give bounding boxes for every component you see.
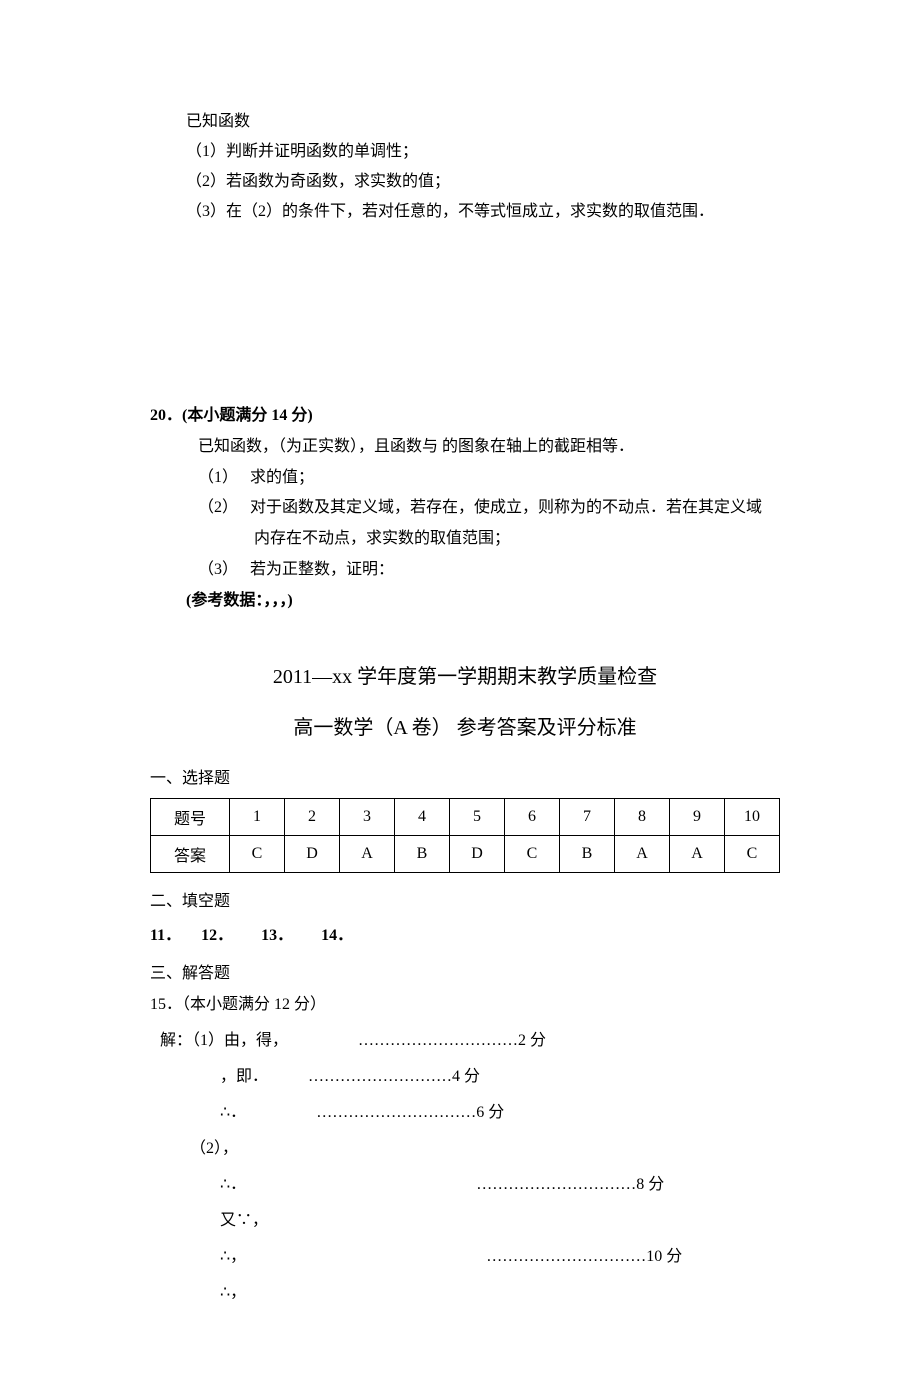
th-row-label: 题号	[151, 798, 230, 835]
fill-11: 11．	[150, 927, 181, 944]
fill-14: 14．	[321, 927, 353, 944]
sol15-l3-text: ∴．	[220, 1101, 246, 1125]
solution-15: 15．（本小题满分 12 分） 解：（1）由，得， …………………………2 分 …	[150, 993, 780, 1305]
th-num: 9	[670, 798, 725, 835]
answer-title-1: 2011—xx 学年度第一学期期末教学质量检查	[150, 660, 780, 689]
th-num: 2	[285, 798, 340, 835]
q20-part3: （3） 若为正整数，证明：	[150, 558, 780, 583]
q20-part2b: 内存在不动点，求实数的取值范围；	[150, 527, 780, 552]
th-num: 3	[340, 798, 395, 835]
td-ans: A	[670, 835, 725, 872]
td-ans: C	[505, 835, 560, 872]
sol15-line7: ∴， …………………………10 分	[150, 1245, 780, 1269]
sol15-l6-text: 又∵，	[220, 1209, 268, 1233]
spacer	[246, 1101, 316, 1125]
sol15-l7-text: ∴，	[220, 1245, 246, 1269]
q20-part1-num: （1）	[198, 469, 238, 486]
sol15-line6: 又∵，	[150, 1209, 780, 1233]
sol15-l3-score: …………………………6 分	[316, 1101, 504, 1125]
td-ans: C	[725, 835, 780, 872]
sol15-l1-text: 解：（1）由，得，	[160, 1029, 288, 1053]
th-num: 4	[395, 798, 450, 835]
fill-blank-row: 11． 12． 13． 14．	[150, 921, 780, 945]
section-1-heading: 一、选择题	[150, 764, 780, 788]
answer-table: 题号 1 2 3 4 5 6 7 8 9 10 答案 C D A B D C B…	[150, 798, 780, 873]
q20-part3-body: 若为正整数，证明：	[250, 561, 394, 578]
th-row-label: 答案	[151, 835, 230, 872]
sol15-l2-text: ，即．	[220, 1065, 268, 1089]
q20-part2-body-a: 对于函数及其定义域，若存在，使成立，则称为的不动点．若在其定义域	[250, 499, 762, 516]
section-3-heading: 三、解答题	[150, 959, 780, 983]
question-19: 已知函数 （1）判断并证明函数的单调性； （2）若函数为奇函数，求实数的值； （…	[150, 110, 780, 224]
sol15-line2: ，即． ………………………4 分	[150, 1065, 780, 1089]
sol15-l1-score: …………………………2 分	[358, 1029, 546, 1053]
th-num: 10	[725, 798, 780, 835]
sol15-l8-text: ∴，	[220, 1281, 246, 1305]
q20-part1-body: 求的值；	[250, 469, 314, 486]
sol15-head: 15．（本小题满分 12 分）	[150, 993, 780, 1017]
q20-part1: （1） 求的值；	[150, 466, 780, 491]
td-ans: C	[230, 835, 285, 872]
td-ans: D	[285, 835, 340, 872]
sol15-l4-text: （2），	[190, 1137, 238, 1161]
spacer	[288, 1029, 358, 1053]
sol15-line1: 解：（1）由，得， …………………………2 分	[150, 1029, 780, 1053]
th-num: 7	[560, 798, 615, 835]
td-ans: D	[450, 835, 505, 872]
sol15-line3: ∴． …………………………6 分	[150, 1101, 780, 1125]
table-row: 题号 1 2 3 4 5 6 7 8 9 10	[151, 798, 780, 835]
q19-intro: 已知函数	[150, 110, 780, 134]
answer-title-2: 高一数学（A 卷） 参考答案及评分标准	[150, 711, 780, 740]
q20-part2-num: （2）	[198, 499, 238, 516]
spacer	[246, 1245, 486, 1269]
sol15-line5: ∴． …………………………8 分	[150, 1173, 780, 1197]
q19-part2: （2）若函数为奇函数，求实数的值；	[150, 170, 780, 194]
th-num: 5	[450, 798, 505, 835]
q20-number: 20．	[150, 407, 182, 424]
q20-heading: 20．(本小题满分 14 分)	[150, 404, 780, 429]
fill-13: 13．	[261, 927, 293, 944]
fill-12: 12．	[201, 927, 233, 944]
q20-part2a: （2） 对于函数及其定义域，若存在，使成立，则称为的不动点．若在其定义域	[150, 496, 780, 521]
q20-score: (本小题满分 14 分)	[182, 407, 313, 424]
sol15-line4: （2），	[150, 1137, 780, 1161]
sol15-l7-score: …………………………10 分	[486, 1245, 682, 1269]
q19-part1: （1）判断并证明函数的单调性；	[150, 140, 780, 164]
question-20: 20．(本小题满分 14 分) 已知函数，（为正实数），且函数与 的图象在轴上的…	[150, 404, 780, 614]
table-row: 答案 C D A B D C B A A C	[151, 835, 780, 872]
td-ans: B	[560, 835, 615, 872]
q19-part3: （3）在（2）的条件下，若对任意的，不等式恒成立，求实数的取值范围．	[150, 200, 780, 224]
page-root: 已知函数 （1）判断并证明函数的单调性； （2）若函数为奇函数，求实数的值； （…	[0, 0, 920, 1377]
th-num: 6	[505, 798, 560, 835]
q20-reference: (参考数据：，，，)	[150, 589, 780, 614]
spacer	[268, 1065, 308, 1089]
sol15-l2-score: ………………………4 分	[308, 1065, 480, 1089]
sol15-l5-score: …………………………8 分	[476, 1173, 664, 1197]
q20-part3-num: （3）	[198, 561, 238, 578]
sol15-line8: ∴，	[150, 1281, 780, 1305]
section-2-heading: 二、填空题	[150, 887, 780, 911]
q20-intro: 已知函数，（为正实数），且函数与 的图象在轴上的截距相等．	[150, 435, 780, 460]
td-ans: B	[395, 835, 450, 872]
td-ans: A	[615, 835, 670, 872]
th-num: 1	[230, 798, 285, 835]
sol15-l5-text: ∴．	[220, 1173, 246, 1197]
td-ans: A	[340, 835, 395, 872]
th-num: 8	[615, 798, 670, 835]
spacer	[246, 1173, 476, 1197]
